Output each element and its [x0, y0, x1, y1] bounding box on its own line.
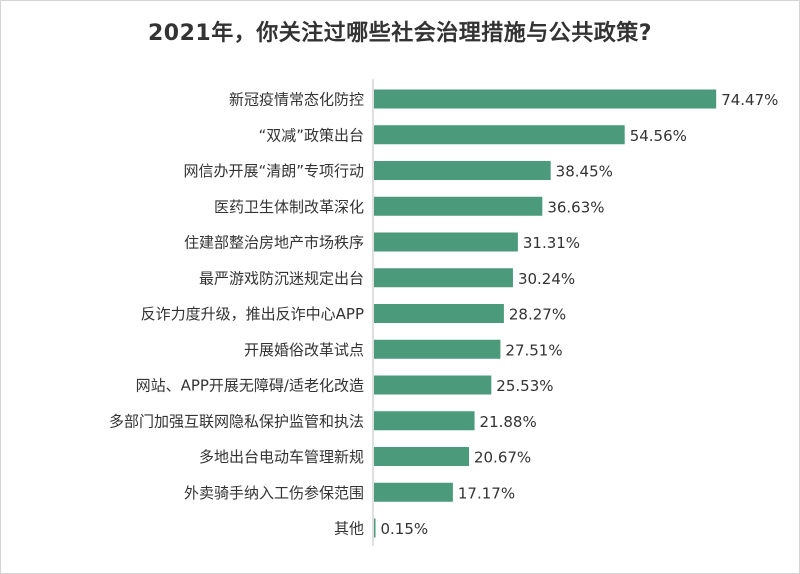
bar [374, 411, 475, 431]
category-label: 外卖骑手纳入工伤参保范围 [184, 484, 364, 502]
category-label: 多部门加强互联网隐私保护监管和执法 [109, 412, 364, 430]
data-label: 0.15% [381, 520, 429, 538]
bar [374, 518, 376, 538]
data-label: 30.24% [518, 270, 575, 288]
data-label: 38.45% [556, 163, 613, 181]
bar [374, 161, 551, 180]
bar [374, 89, 717, 109]
category-label: 网站、APP开展无障碍/适老化改造 [136, 377, 364, 395]
category-label: 住建部整治房地产市场秩序 [184, 234, 364, 252]
category-label: 新冠疫情常态化防控 [229, 91, 364, 109]
category-label: 医药卫生体制改革深化 [214, 198, 364, 216]
category-label: “双减”政策出台 [258, 126, 364, 144]
data-label: 27.51% [505, 341, 562, 359]
bar [374, 268, 513, 288]
data-label: 21.88% [480, 413, 537, 431]
data-label: 31.31% [523, 234, 580, 252]
bar [374, 482, 453, 502]
bar [374, 339, 501, 359]
data-label: 28.27% [509, 306, 566, 324]
bar [374, 196, 543, 216]
bar [374, 232, 518, 252]
data-label: 36.63% [547, 198, 604, 216]
bar [374, 375, 492, 395]
category-label: 反诈力度升级，推出反诈中心APP [141, 305, 364, 323]
data-label: 17.17% [458, 484, 515, 502]
chart-title: 2021年，你关注过哪些社会治理措施与公共政策? [148, 21, 652, 46]
bar [374, 447, 469, 466]
category-label: 其他 [334, 520, 364, 538]
data-label: 74.47% [721, 91, 778, 109]
category-label: 开展婚俗改革试点 [244, 341, 364, 359]
category-label: 网信办开展“清朗”专项行动 [183, 162, 364, 180]
data-label: 54.56% [630, 127, 687, 145]
data-label: 25.53% [496, 377, 553, 395]
bar [374, 304, 504, 323]
category-label: 多地出台电动车管理新规 [199, 448, 364, 466]
bar [374, 125, 625, 145]
data-label: 20.67% [474, 449, 531, 467]
category-label: 最严游戏防沉迷规定出台 [199, 269, 364, 287]
